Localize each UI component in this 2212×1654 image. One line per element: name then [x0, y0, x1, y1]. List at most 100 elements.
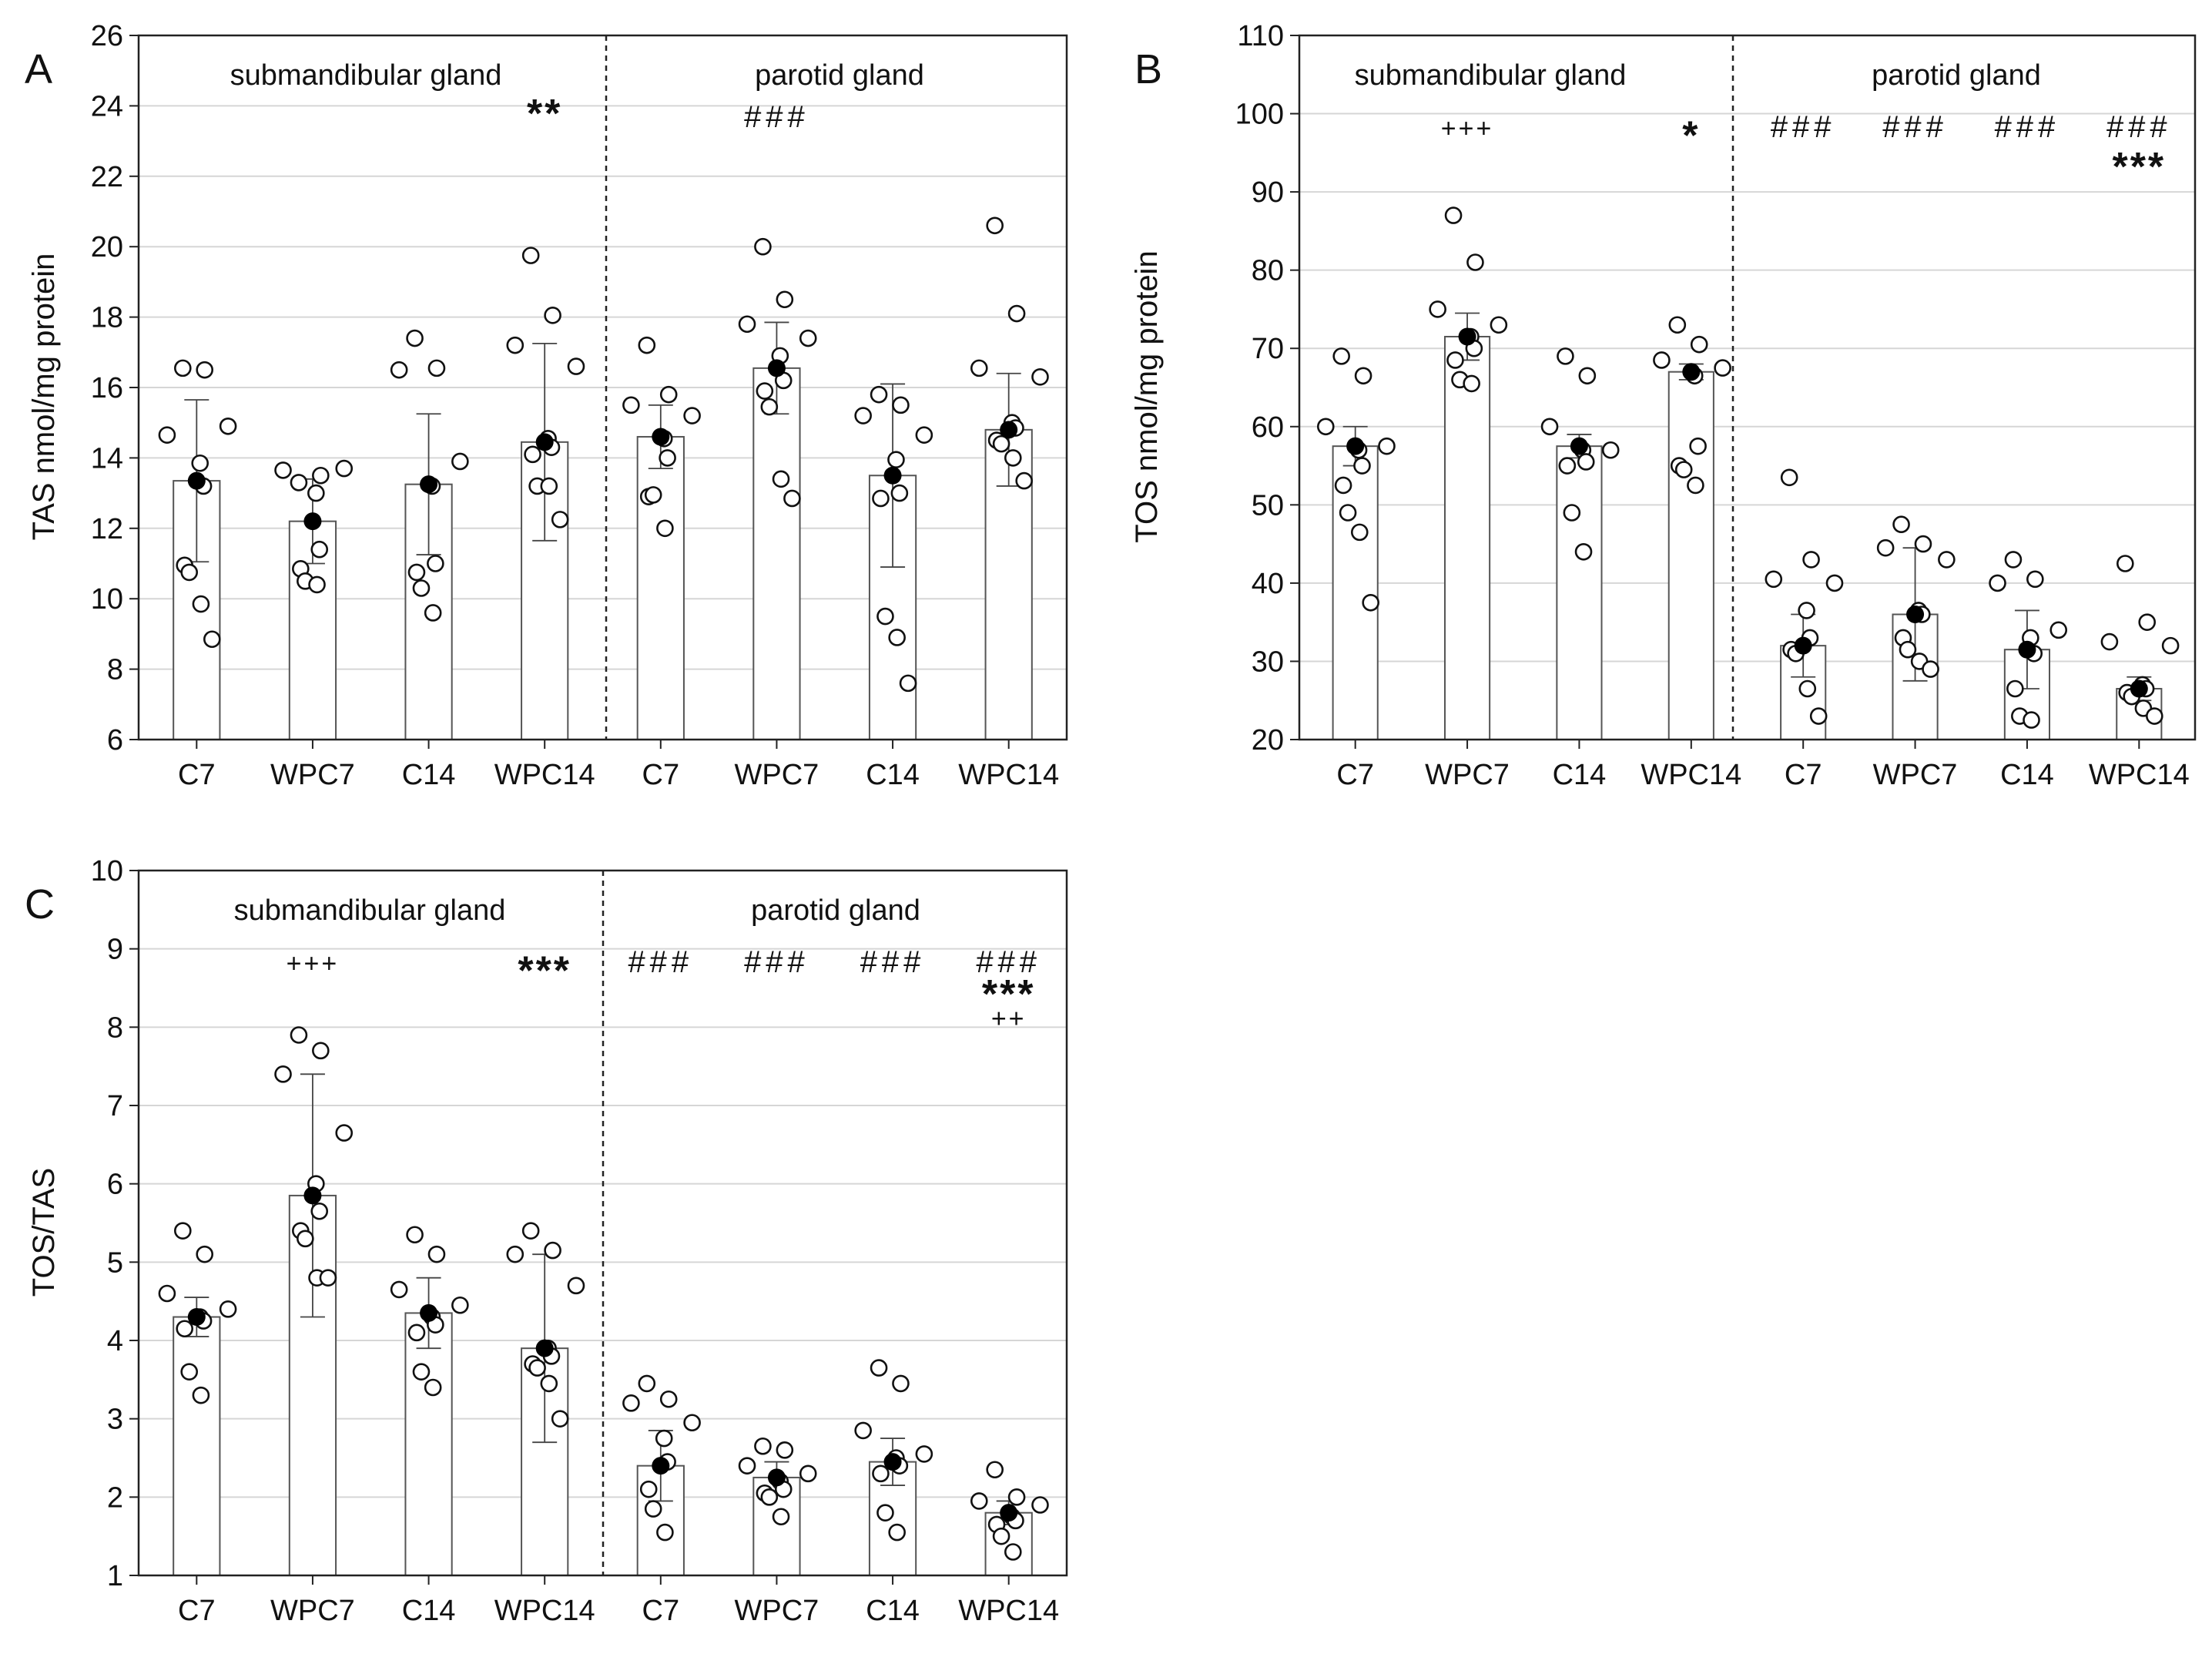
x-tick-label: C14	[2000, 759, 2054, 791]
data-point	[754, 1437, 772, 1455]
data-point	[1802, 551, 1820, 569]
data-point	[888, 1523, 906, 1542]
data-point	[1668, 316, 1687, 334]
data-point	[219, 417, 237, 435]
significance-annotation: ###	[860, 945, 926, 979]
region-label: submandibular gland	[230, 59, 502, 92]
data-point	[2146, 707, 2163, 725]
data-point	[307, 484, 325, 502]
mean-point	[1682, 363, 1701, 381]
data-point	[644, 486, 662, 504]
significance-annotation: ###	[744, 945, 809, 979]
y-tick-label: 50	[1252, 489, 1284, 522]
y-tick-label: 90	[1252, 176, 1284, 209]
y-tick-label: 16	[91, 372, 123, 404]
data-point	[1004, 449, 1022, 467]
data-point	[551, 1410, 569, 1428]
data-point	[622, 396, 640, 414]
data-point	[1922, 660, 1939, 678]
data-point	[1362, 593, 1379, 612]
x-tick-label: WPC7	[735, 1595, 819, 1627]
data-point	[544, 1241, 561, 1260]
data-point	[888, 629, 906, 646]
data-point	[1899, 640, 1917, 659]
data-point	[192, 1386, 210, 1404]
x-tick-label: WPC7	[270, 759, 355, 791]
data-point	[219, 1300, 237, 1318]
data-point	[1004, 1543, 1022, 1561]
significance-annotation: +++	[1441, 114, 1494, 143]
panel-letter: A	[25, 46, 52, 92]
data-point	[1429, 300, 1446, 318]
y-tick-label: 9	[107, 934, 123, 966]
data-point	[854, 407, 872, 424]
y-tick-label: 5	[107, 1246, 123, 1279]
bar	[752, 367, 801, 740]
data-point	[2100, 632, 2119, 651]
data-point	[567, 357, 585, 375]
mean-point	[303, 1186, 322, 1205]
data-point	[1674, 461, 1693, 478]
mean-point	[187, 471, 206, 490]
data-point	[986, 216, 1004, 235]
data-point	[1825, 574, 1844, 592]
data-point	[1892, 515, 1910, 534]
y-tick-label: 24	[91, 90, 123, 122]
x-tick-label: WPC14	[2089, 759, 2190, 791]
significance-annotation: +++	[287, 949, 340, 978]
data-point	[310, 540, 329, 559]
region-label: parotid gland	[1872, 59, 2041, 92]
y-tick-label: 8	[107, 654, 123, 686]
significance-annotation: ###	[976, 945, 1041, 979]
significance-annotation: ###	[1882, 110, 1948, 144]
x-tick-label: C7	[642, 759, 680, 791]
data-point	[390, 1280, 408, 1299]
data-point	[312, 466, 330, 485]
significance-annotation: ###	[628, 945, 693, 979]
y-tick-label: 18	[91, 302, 123, 334]
data-point	[521, 247, 540, 264]
data-point	[683, 1414, 701, 1432]
x-tick-label: C14	[402, 759, 456, 791]
data-point	[196, 1245, 214, 1263]
data-point	[915, 426, 933, 444]
region-label: submandibular gland	[234, 894, 506, 927]
data-point	[1007, 304, 1026, 323]
data-point	[158, 1284, 176, 1303]
data-point	[1339, 504, 1357, 522]
data-point	[887, 451, 905, 468]
significance-annotation: ###	[1771, 110, 1836, 144]
mean-point	[2130, 679, 2148, 698]
data-point	[754, 237, 772, 256]
data-point	[1490, 316, 1508, 334]
data-point	[915, 1445, 933, 1463]
data-point	[1558, 457, 1577, 475]
data-point	[776, 1441, 794, 1459]
data-point	[756, 382, 774, 400]
plot-frame	[137, 869, 1068, 1577]
data-point	[1578, 367, 1597, 385]
data-point	[772, 470, 790, 488]
data-point	[892, 396, 910, 414]
data-point	[970, 1492, 988, 1510]
mean-point	[303, 512, 322, 531]
y-axis-label: TOS/TAS	[27, 1168, 61, 1297]
data-point	[274, 461, 292, 479]
data-point	[1446, 351, 1464, 369]
y-tick-label: 80	[1252, 255, 1284, 287]
significance-annotation: *	[1682, 113, 1700, 158]
significance-annotation: ***	[2112, 145, 2166, 190]
data-point	[427, 359, 446, 377]
data-point	[1350, 523, 1369, 542]
data-point	[1378, 437, 1396, 455]
data-point	[427, 555, 444, 572]
mean-point	[767, 359, 786, 377]
data-point	[659, 385, 678, 404]
data-point	[2161, 636, 2180, 655]
data-point	[1353, 457, 1371, 475]
data-point	[451, 1296, 469, 1314]
mean-point	[2018, 640, 2036, 659]
bar	[1556, 445, 1603, 741]
y-tick-label: 100	[1235, 99, 1284, 131]
